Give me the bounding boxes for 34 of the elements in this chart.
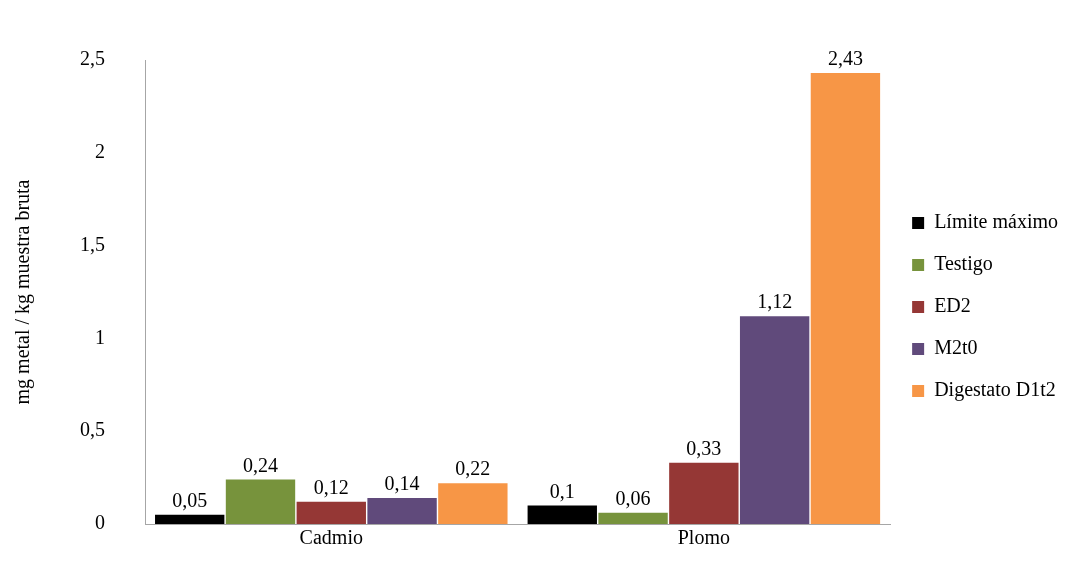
data-label: 0,22 (455, 457, 491, 480)
data-label: 0,33 (686, 437, 722, 459)
data-label: 0,05 (172, 488, 208, 511)
legend-label: Testigo (934, 252, 993, 276)
bar (296, 501, 366, 524)
legend-label: Digestato D1t2 (934, 378, 1056, 402)
y-tick-label: 2,5 (80, 47, 105, 70)
y-tick-label: 0 (95, 511, 105, 534)
y-tick-label: 1 (95, 325, 105, 348)
legend-label: M2t0 (934, 336, 978, 359)
data-label: 0,1 (549, 479, 575, 502)
bar (438, 483, 508, 524)
bar (669, 462, 739, 524)
y-tick-label: 1,5 (80, 232, 105, 255)
data-label: 1,12 (757, 290, 793, 313)
data-label: 2,43 (827, 47, 863, 70)
data-label: 0,24 (243, 453, 278, 476)
bar (739, 316, 810, 524)
bar (225, 479, 296, 524)
y-tick-label: 2 (95, 140, 105, 163)
bar (367, 498, 437, 524)
y-axis-title: mg metal / kg muestra bruta (11, 179, 35, 405)
legend-label: ED2 (934, 294, 971, 317)
x-tick-label: Cadmio (299, 526, 363, 549)
data-label: 0,14 (384, 472, 420, 495)
bar (598, 512, 668, 524)
bar (810, 72, 881, 524)
y-tick-label: 0,5 (80, 418, 105, 441)
data-label: 0,12 (313, 475, 349, 498)
bar (155, 514, 225, 524)
data-label: 0,06 (615, 487, 651, 510)
x-tick-label: Plomo (677, 526, 730, 549)
bar (527, 505, 597, 524)
legend-label: Límite máximo (934, 210, 1059, 233)
